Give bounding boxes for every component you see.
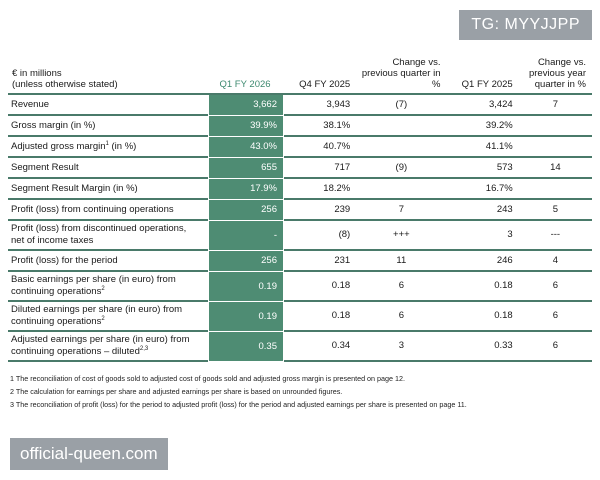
value-q4-fy2025: 239 bbox=[284, 200, 357, 221]
table-row: Profit (loss) from discontinued operatio… bbox=[8, 220, 592, 251]
value-change-prev-quarter: (9) bbox=[356, 158, 447, 179]
footnote-3: 3 The reconciliation of profit (loss) fo… bbox=[10, 400, 467, 410]
value-q1-fy2026: 17.9% bbox=[208, 178, 284, 200]
value-change-prev-year: 7 bbox=[518, 95, 592, 116]
value-change-prev-year: 6 bbox=[518, 272, 592, 302]
row-label: Segment Result bbox=[8, 158, 209, 179]
watermark-top: TG: MYYJJPP bbox=[459, 10, 592, 40]
value-q1-fy2026: - bbox=[208, 220, 284, 251]
header-change-prev-year: Change vs. previous year quarter in % bbox=[518, 57, 592, 95]
value-q4-fy2025: 0.18 bbox=[284, 272, 357, 302]
table-row: Adjusted earnings per share (in euro) fr… bbox=[8, 331, 592, 362]
value-q4-fy2025: 3,943 bbox=[284, 95, 357, 116]
value-q1-fy2026: 0.19 bbox=[208, 301, 284, 332]
value-q1-fy2026: 655 bbox=[208, 157, 284, 179]
row-label: Revenue bbox=[8, 95, 209, 116]
value-change-prev-year: 14 bbox=[518, 158, 592, 179]
value-q4-fy2025: 40.7% bbox=[284, 137, 357, 158]
value-change-prev-quarter bbox=[356, 137, 447, 158]
value-change-prev-year bbox=[518, 179, 592, 200]
value-change-prev-year: 6 bbox=[518, 302, 592, 332]
table-row: Adjusted gross margin1 (in %) 43.0% 40.7% 4… bbox=[8, 136, 592, 158]
value-q1-fy2026: 0.35 bbox=[208, 331, 284, 362]
value-q1-fy2025: 3 bbox=[446, 221, 519, 251]
value-change-prev-year: 5 bbox=[518, 200, 592, 221]
row-label: Adjusted earnings per share (in euro) fr… bbox=[8, 332, 209, 362]
value-change-prev-quarter bbox=[356, 116, 447, 137]
row-label: Diluted earnings per share (in euro) fro… bbox=[8, 302, 209, 332]
value-q1-fy2025: 3,424 bbox=[446, 95, 519, 116]
value-change-prev-quarter bbox=[356, 179, 447, 200]
value-q1-fy2025: 573 bbox=[446, 158, 519, 179]
row-label: Adjusted gross margin1 (in %) bbox=[8, 137, 209, 158]
value-q1-fy2026: 0.19 bbox=[208, 271, 284, 302]
value-q1-fy2025: 243 bbox=[446, 200, 519, 221]
header-q1-fy2025: Q1 FY 2025 bbox=[446, 58, 519, 95]
row-label: Profit (loss) from discontinued operatio… bbox=[8, 221, 209, 251]
value-change-prev-quarter: (7) bbox=[356, 95, 447, 116]
value-q4-fy2025: 18.2% bbox=[284, 179, 357, 200]
value-change-prev-year: 6 bbox=[518, 332, 592, 362]
table-row: Diluted earnings per share (in euro) fro… bbox=[8, 301, 592, 332]
row-label: Basic earnings per share (in euro) from … bbox=[8, 272, 209, 302]
header-q1-fy2026: Q1 FY 2026 bbox=[208, 58, 284, 95]
value-q4-fy2025: (8) bbox=[284, 221, 357, 251]
footnote-1: 1 The reconciliation of cost of goods so… bbox=[10, 374, 406, 383]
value-q1-fy2025: 41.1% bbox=[446, 137, 519, 158]
value-change-prev-quarter: +++ bbox=[356, 221, 447, 251]
value-change-prev-quarter: 6 bbox=[356, 272, 447, 302]
table-row: Profit (loss) for the period 256 231 11 246 4 bbox=[8, 250, 592, 272]
value-q1-fy2026: 43.0% bbox=[208, 136, 284, 158]
value-q4-fy2025: 0.34 bbox=[284, 332, 357, 362]
row-label: Profit (loss) for the period bbox=[8, 251, 209, 272]
footnotes: 1 The reconciliation of cost of goods so… bbox=[10, 375, 467, 415]
header-label: € in millions (unless otherwise stated) bbox=[8, 58, 209, 95]
row-label: Segment Result Margin (in %) bbox=[8, 179, 209, 200]
table-row: Profit (loss) from continuing operations… bbox=[8, 199, 592, 221]
row-label: Gross margin (in %) bbox=[8, 116, 209, 137]
value-q4-fy2025: 231 bbox=[284, 251, 357, 272]
watermark-bottom: official-queen.com bbox=[10, 438, 168, 470]
financial-table: € in millions (unless otherwise stated) … bbox=[8, 57, 592, 362]
value-q4-fy2025: 717 bbox=[284, 158, 357, 179]
value-change-prev-quarter: 3 bbox=[356, 332, 447, 362]
table-row: Gross margin (in %) 39.9% 38.1% 39.2% bbox=[8, 115, 592, 137]
value-change-prev-quarter: 6 bbox=[356, 302, 447, 332]
value-change-prev-year: 4 bbox=[518, 251, 592, 272]
value-change-prev-quarter: 7 bbox=[356, 200, 447, 221]
table-header-row: € in millions (unless otherwise stated) … bbox=[8, 57, 592, 95]
value-q4-fy2025: 38.1% bbox=[284, 116, 357, 137]
footnote-2: 2 The calculation for earnings per share… bbox=[10, 387, 343, 397]
row-label: Profit (loss) from continuing operations bbox=[8, 200, 209, 221]
value-q1-fy2025: 0.18 bbox=[446, 272, 519, 302]
value-change-prev-year bbox=[518, 116, 592, 137]
value-q4-fy2025: 0.18 bbox=[284, 302, 357, 332]
value-change-prev-year: --- bbox=[518, 221, 592, 251]
header-change-prev-quarter: Change vs. previous quarter in % bbox=[356, 57, 447, 95]
header-q4-fy2025: Q4 FY 2025 bbox=[284, 58, 357, 95]
value-q1-fy2026: 3,662 bbox=[208, 94, 284, 116]
table-row: Segment Result Margin (in %) 17.9% 18.2% 16… bbox=[8, 178, 592, 200]
table-row: Revenue 3,662 3,943 (7) 3,424 7 bbox=[8, 94, 592, 116]
value-q1-fy2025: 0.33 bbox=[446, 332, 519, 362]
value-q1-fy2026: 256 bbox=[208, 250, 284, 272]
value-q1-fy2025: 16.7% bbox=[446, 179, 519, 200]
table-row: Segment Result 655 717 (9) 573 14 bbox=[8, 157, 592, 179]
value-q1-fy2025: 246 bbox=[446, 251, 519, 272]
table-row: Basic earnings per share (in euro) from … bbox=[8, 271, 592, 302]
value-q1-fy2026: 256 bbox=[208, 199, 284, 221]
value-change-prev-year bbox=[518, 137, 592, 158]
value-q1-fy2026: 39.9% bbox=[208, 115, 284, 137]
value-q1-fy2025: 0.18 bbox=[446, 302, 519, 332]
value-change-prev-quarter: 11 bbox=[356, 251, 447, 272]
value-q1-fy2025: 39.2% bbox=[446, 116, 519, 137]
